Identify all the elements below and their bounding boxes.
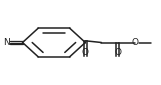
Text: N: N: [3, 38, 10, 47]
Text: O: O: [132, 38, 139, 47]
Text: O: O: [114, 48, 121, 57]
Text: O: O: [82, 48, 89, 57]
